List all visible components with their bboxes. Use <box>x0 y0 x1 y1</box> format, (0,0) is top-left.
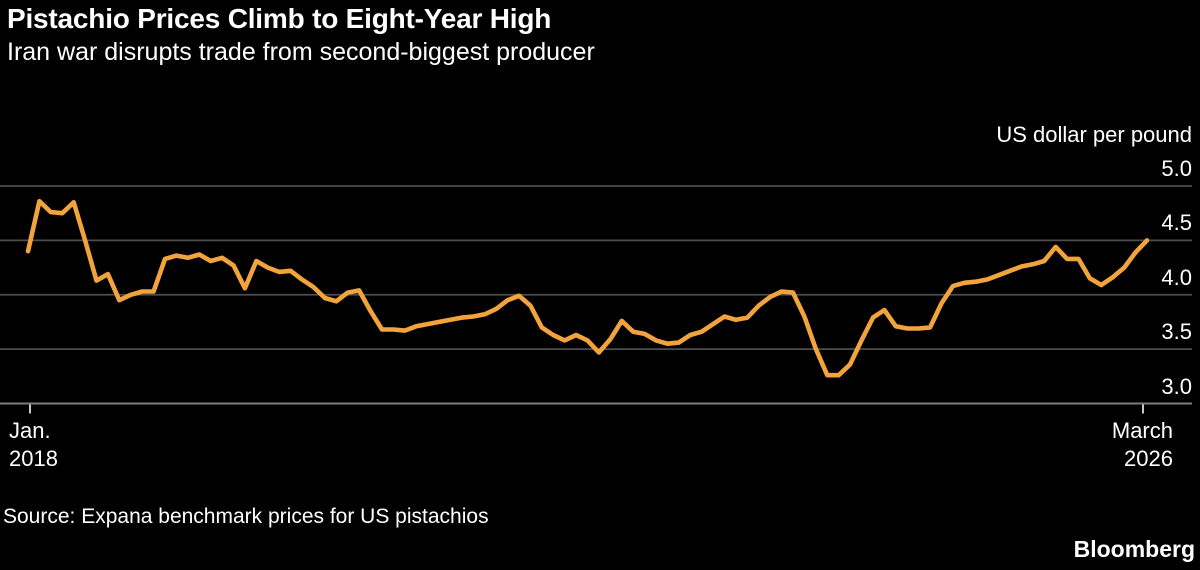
chart-title: Pistachio Prices Climb to Eight-Year Hig… <box>7 3 552 34</box>
source-attribution: Source: Expana benchmark prices for US p… <box>3 505 489 528</box>
y-tick-label: 5.0 <box>1161 156 1192 181</box>
x-start-year: 2018 <box>9 446 58 471</box>
x-end-year: 2026 <box>1124 446 1173 471</box>
price-series-line <box>25 198 1150 378</box>
x-start-month: Jan. <box>9 418 51 443</box>
x-axis-label-start: Jan. 2018 <box>9 417 58 473</box>
y-tick-label: 4.0 <box>1161 264 1192 290</box>
x-end-month: March <box>1111 418 1173 443</box>
y-tick-label: 3.0 <box>1161 373 1192 399</box>
y-axis-unit-label: US dollar per pound <box>996 122 1192 147</box>
bloomberg-wordmark: Bloomberg <box>1073 536 1195 562</box>
x-axis-label-end: March 2026 <box>1112 417 1173 473</box>
y-tick-label: 3.5 <box>1161 319 1192 345</box>
chart-subtitle: Iran war disrupts trade from second-bigg… <box>7 38 595 66</box>
y-tick-label: 4.5 <box>1161 210 1192 236</box>
